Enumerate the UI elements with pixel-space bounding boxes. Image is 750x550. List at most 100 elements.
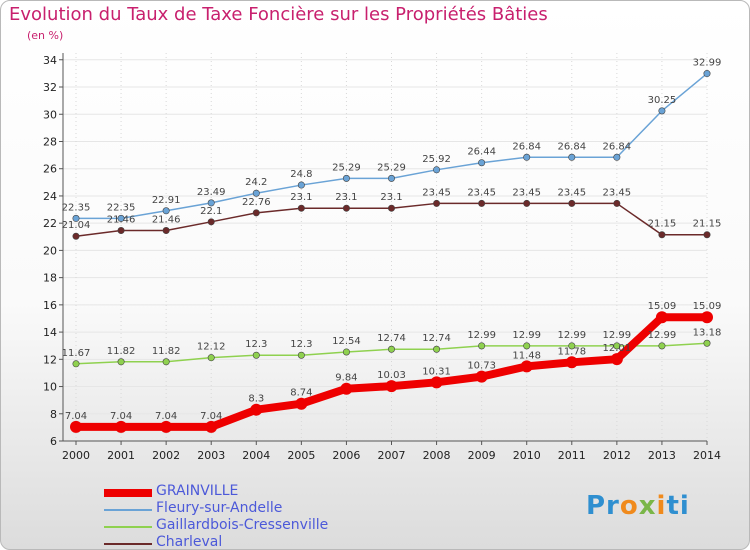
- data-point: [297, 351, 305, 359]
- y-tick-label: 12: [43, 353, 57, 366]
- data-point: [160, 420, 173, 433]
- legend-label: GRAINVILLE: [156, 483, 239, 499]
- data-label: 8.74: [290, 388, 312, 399]
- data-label: 8.3: [248, 394, 264, 405]
- data-point: [523, 153, 531, 161]
- x-tick-label: 2013: [648, 449, 676, 462]
- data-point: [658, 107, 666, 115]
- x-tick-label: 2010: [513, 449, 541, 462]
- data-label: 12.54: [332, 336, 361, 347]
- y-tick-label: 16: [43, 299, 57, 312]
- data-point: [478, 342, 486, 350]
- data-label: 12.01: [603, 343, 632, 354]
- data-label: 12.3: [290, 339, 312, 350]
- data-point: [117, 358, 125, 366]
- data-point: [478, 199, 486, 207]
- legend-swatch: [104, 489, 152, 497]
- x-tick-label: 2007: [378, 449, 406, 462]
- data-label: 26.84: [512, 141, 541, 152]
- data-point: [297, 204, 305, 212]
- data-point: [162, 358, 170, 366]
- x-tick-label: 2003: [197, 449, 225, 462]
- data-label: 11.82: [152, 346, 181, 357]
- data-point: [523, 199, 531, 207]
- data-point: [252, 351, 260, 359]
- data-label: 22.1: [200, 206, 222, 217]
- data-point: [340, 382, 353, 395]
- data-point: [433, 199, 441, 207]
- data-point: [433, 345, 441, 353]
- chart-unit: (en %): [27, 29, 64, 42]
- data-label: 10.73: [467, 361, 496, 372]
- data-point: [613, 342, 621, 350]
- data-point: [433, 166, 441, 174]
- y-tick-label: 32: [43, 81, 57, 94]
- data-label: 25.29: [377, 162, 406, 173]
- y-tick-label: 34: [43, 54, 57, 67]
- data-point: [207, 199, 215, 207]
- data-point: [342, 174, 350, 182]
- data-point: [70, 420, 82, 433]
- data-label: 7.04: [200, 411, 222, 422]
- data-point: [162, 227, 170, 235]
- chart-title: Evolution du Taux de Taxe Foncière sur l…: [9, 4, 548, 25]
- data-label: 22.91: [152, 195, 181, 206]
- data-label: 11.67: [62, 348, 91, 359]
- y-tick-label: 10: [43, 381, 57, 394]
- data-label: 26.44: [467, 147, 496, 158]
- data-label: 10.31: [422, 366, 451, 377]
- data-point: [703, 339, 711, 347]
- data-label: 7.04: [155, 411, 177, 422]
- data-label: 12.12: [197, 342, 226, 353]
- data-point: [115, 420, 128, 433]
- data-label: 23.45: [557, 187, 586, 198]
- data-label: 23.1: [290, 192, 312, 203]
- data-label: 12.99: [648, 330, 677, 341]
- data-label: 12.99: [512, 330, 541, 341]
- data-label: 13.18: [693, 327, 722, 338]
- data-label: 15.09: [648, 301, 677, 312]
- data-label: 30.25: [648, 95, 677, 106]
- data-label: 32.99: [693, 58, 722, 69]
- legend-item-fleury: Fleury-sur-Andelle: [104, 500, 424, 518]
- x-tick-label: 2002: [152, 449, 180, 462]
- data-point: [701, 311, 713, 324]
- y-tick-label: 22: [43, 217, 57, 230]
- data-label: 12.99: [557, 330, 586, 341]
- data-label: 24.2: [245, 177, 267, 188]
- data-point: [613, 153, 621, 161]
- data-point: [72, 232, 80, 240]
- x-tick-label: 2011: [558, 449, 586, 462]
- x-tick-label: 2006: [332, 449, 360, 462]
- legend-label: Charleval: [156, 534, 223, 550]
- data-point: [72, 360, 80, 368]
- data-point: [610, 353, 623, 366]
- data-point: [703, 70, 711, 78]
- data-point: [297, 181, 305, 189]
- data-label: 11.48: [512, 350, 541, 361]
- x-tick-label: 2004: [242, 449, 270, 462]
- data-point: [655, 311, 668, 324]
- data-point: [568, 153, 576, 161]
- y-tick-label: 20: [43, 244, 57, 257]
- data-point: [703, 231, 711, 239]
- data-point: [613, 199, 621, 207]
- data-label: 23.45: [512, 187, 541, 198]
- legend-item-gaillardbois: Gaillardbois-Cressenville: [104, 517, 424, 535]
- data-label: 23.1: [335, 192, 357, 203]
- data-label: 23.45: [603, 187, 632, 198]
- data-point: [568, 199, 576, 207]
- data-point: [565, 356, 578, 369]
- data-point: [342, 348, 350, 356]
- legend-swatch: [104, 509, 152, 511]
- data-point: [252, 209, 260, 217]
- data-label: 11.82: [107, 346, 136, 357]
- legend-swatch: [104, 526, 152, 528]
- data-label: 10.03: [377, 370, 406, 381]
- data-label: 22.35: [62, 202, 91, 213]
- data-label: 12.99: [467, 330, 496, 341]
- data-point: [475, 370, 488, 383]
- data-point: [478, 159, 486, 167]
- x-tick-label: 2008: [423, 449, 451, 462]
